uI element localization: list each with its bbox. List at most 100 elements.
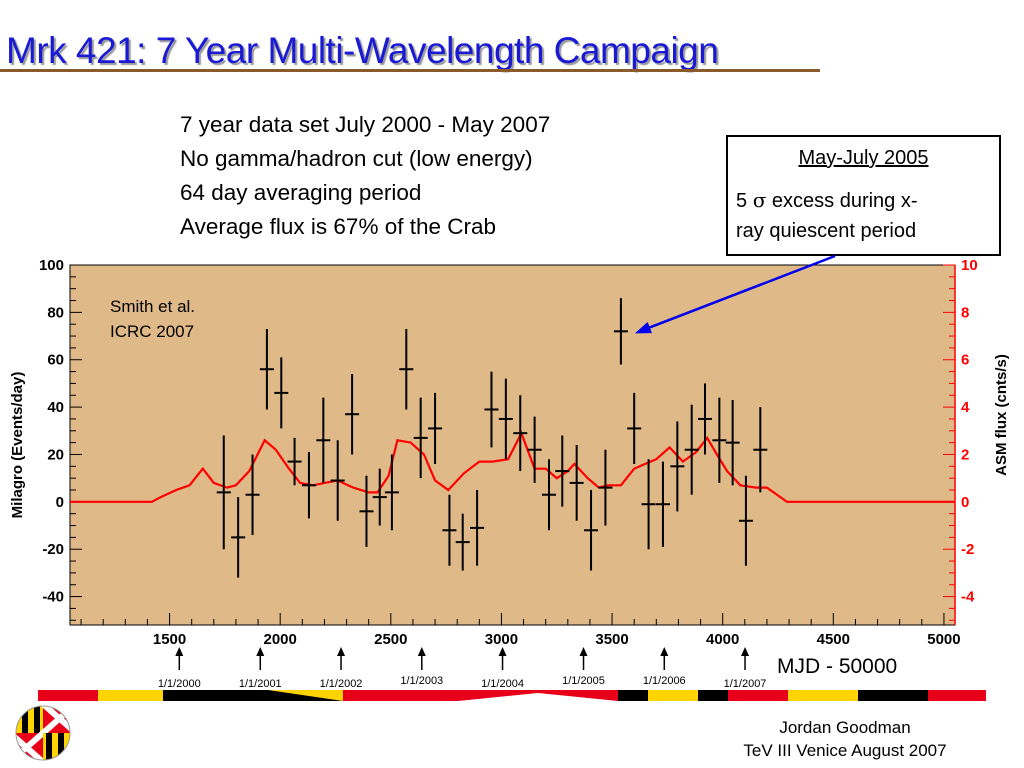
- callout-box: May-July 2005 5 σ excess during x- ray q…: [726, 135, 1001, 256]
- milagro-point: [345, 373, 360, 455]
- milagro-point: [442, 494, 457, 566]
- y-axis-label-right: ASM flux (cnts/s): [993, 354, 1010, 476]
- date-label: 1/1/2005: [562, 675, 605, 687]
- note-line: Average flux is 67% of the Crab: [180, 214, 497, 239]
- x-tick-label: 4000: [706, 631, 739, 648]
- milagro-point: [399, 328, 414, 410]
- milagro-point: [684, 404, 699, 495]
- milagro-point: [641, 459, 656, 550]
- milagro-point: [627, 392, 642, 464]
- date-marker: 1/1/2007: [724, 647, 767, 690]
- y-tick-label: 60: [47, 352, 64, 369]
- milagro-point: [301, 452, 316, 519]
- milagro-point: [413, 397, 428, 479]
- date-marker: 1/1/2005: [562, 647, 605, 687]
- milagro-point: [712, 397, 727, 483]
- milagro-point: [372, 468, 387, 526]
- milagro-point: [316, 397, 331, 483]
- date-arrow-head: [741, 647, 750, 656]
- y-tick-label-right: 2: [961, 446, 969, 463]
- y-tick-label: 100: [39, 257, 64, 274]
- milagro-point: [697, 383, 712, 455]
- plot-area: [69, 264, 956, 626]
- slide-title: Mrk 421: 7 Year Multi-Wavelength Campaig…: [6, 30, 719, 71]
- milagro-point: [216, 435, 231, 550]
- tick-labels: 1500 2000 2500 3000 3500 4000 4500 5000-40-2002…: [39, 257, 978, 648]
- annotation-line2: ICRC 2007: [110, 322, 194, 341]
- x-tick-label: 5000: [927, 631, 960, 648]
- arrow-shaft: [644, 254, 836, 331]
- x-tick-label: 4500: [817, 631, 850, 648]
- date-marker: 1/1/2000: [158, 647, 201, 690]
- milagro-point: [470, 490, 485, 566]
- date-marker: 1/1/2006: [643, 647, 686, 687]
- axis-ticks: [70, 264, 956, 625]
- y-tick-label-right: -4: [961, 589, 975, 606]
- date-marker: 1/1/2003: [400, 647, 443, 687]
- date-arrow-head: [337, 647, 346, 656]
- asm-line: [70, 430, 955, 503]
- milagro-point: [484, 371, 499, 448]
- title-underline: [0, 69, 820, 72]
- milagro-point: [330, 440, 345, 521]
- x-tick-label: 2500: [374, 631, 407, 648]
- milagro-point: [245, 454, 260, 535]
- date-arrow-head: [175, 647, 184, 656]
- date-arrow-head: [417, 647, 426, 656]
- y-tick-label-right: -2: [961, 541, 974, 558]
- y-tick-label-right: 4: [961, 399, 970, 416]
- date-markers: 1/1/2000 1/1/2001 1/1/2002 1/1/2003 1/1/2004…: [158, 647, 767, 690]
- milagro-point: [753, 407, 768, 493]
- milagro-point: [655, 461, 670, 547]
- milagro-point: [231, 497, 246, 578]
- date-arrow-head: [498, 647, 507, 656]
- milagro-series: [216, 298, 768, 578]
- y-tick-label-right: 0: [961, 494, 969, 511]
- milagro-point: [498, 378, 513, 460]
- date-label: 1/1/2007: [724, 678, 767, 690]
- y-tick-label-right: 8: [961, 304, 969, 321]
- milagro-point: [428, 392, 443, 464]
- y-tick-label: 20: [47, 446, 64, 463]
- maryland-flag-stripe: [38, 690, 986, 701]
- milagro-point: [555, 435, 570, 507]
- date-label: 1/1/2000: [158, 678, 201, 690]
- x-tick-label: 1500: [153, 631, 186, 648]
- y-tick-label: 80: [47, 304, 64, 321]
- sigma-symbol: σ: [752, 188, 767, 212]
- callout-title: May-July 2005: [798, 147, 929, 169]
- milagro-point: [738, 475, 753, 566]
- y-axis-label-left: Milagro (Events/day): [9, 372, 26, 519]
- milagro-point: [542, 459, 557, 531]
- date-marker: 1/1/2002: [320, 647, 362, 690]
- milagro-point: [527, 416, 542, 483]
- milagro-point: [670, 421, 685, 512]
- callout-suffix: excess during x-: [766, 190, 918, 212]
- y-tick-label-right: 6: [961, 352, 969, 369]
- footer: Jordan Goodman TeV III Venice August 200…: [700, 716, 990, 762]
- x-tick-label: 2000: [264, 631, 297, 648]
- milagro-point: [513, 395, 528, 472]
- date-marker: 1/1/2001: [239, 647, 282, 690]
- date-label: 1/1/2001: [239, 678, 282, 690]
- x-tick-label: 3500: [595, 631, 628, 648]
- y-tick-label: -20: [42, 541, 64, 558]
- note-line: No gamma/hadron cut (low energy): [180, 146, 533, 171]
- date-label: 1/1/2006: [643, 675, 686, 687]
- date-marker: 1/1/2004: [481, 647, 524, 690]
- date-arrow-head: [256, 647, 265, 656]
- date-label: 1/1/2003: [400, 675, 443, 687]
- date-arrow-head: [579, 647, 588, 656]
- callout-arrow: [634, 254, 836, 334]
- callout-body: 5 σ excess during x- ray quiescent perio…: [736, 185, 993, 246]
- note-line: 7 year data set July 2000 - May 2007: [180, 112, 551, 137]
- annotation-line1: Smith et al.: [110, 297, 195, 316]
- milagro-point: [455, 513, 470, 571]
- footer-event: TeV III Venice August 2007: [743, 741, 947, 760]
- callout-prefix: 5: [736, 190, 753, 212]
- x-tick-label: 3000: [485, 631, 518, 648]
- y-tick-label: 40: [47, 399, 64, 416]
- asm-series: [70, 430, 955, 503]
- milagro-point: [613, 298, 628, 365]
- arrow-head: [634, 321, 652, 334]
